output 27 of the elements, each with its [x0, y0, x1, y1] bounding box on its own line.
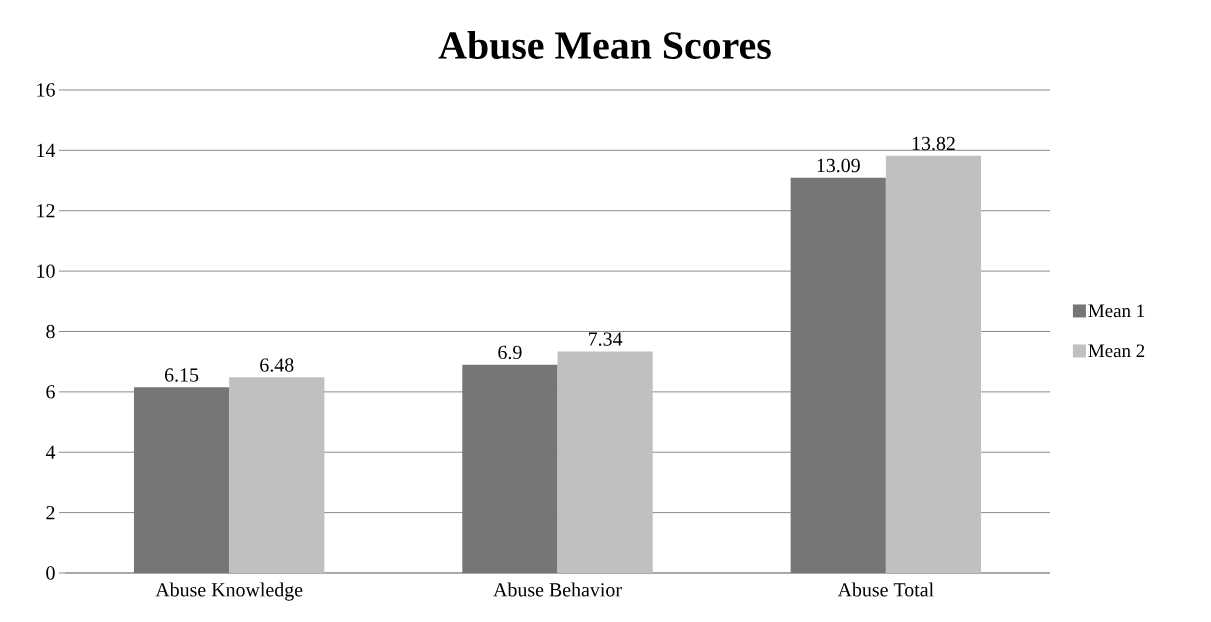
- data-label: 13.09: [817, 158, 860, 173]
- y-tick-label: 16: [37, 83, 55, 97]
- y-tick-label: 6: [46, 385, 55, 399]
- y-tick-label: 12: [37, 204, 55, 218]
- data-label: 6.9: [498, 345, 522, 360]
- y-tick-label: 14: [37, 143, 56, 157]
- y-tick-label: 0: [46, 566, 55, 580]
- bar: [885, 155, 982, 573]
- data-label: 6.48: [260, 358, 294, 372]
- bar: [133, 387, 230, 573]
- legend-label: Mean 1: [1088, 304, 1145, 318]
- data-label: 7.34: [589, 332, 623, 346]
- x-tick-label: Abuse Behavior: [493, 582, 622, 597]
- data-label: 6.15: [164, 368, 199, 382]
- chart-title: Abuse Mean Scores: [438, 30, 771, 60]
- y-tick-label: 10: [37, 264, 55, 278]
- bar: [462, 364, 558, 573]
- bar: [229, 377, 325, 573]
- y-tick-label: 2: [46, 506, 55, 520]
- y-tick-label: 8: [46, 324, 55, 339]
- y-tick-label: 4: [45, 445, 56, 459]
- bar: [790, 177, 886, 573]
- data-label: 13.82: [912, 136, 955, 151]
- bar: [557, 351, 653, 573]
- x-tick-label: Abuse Total: [837, 582, 934, 597]
- x-tick-label: Abuse Knowledge: [155, 582, 303, 601]
- legend-label: Mean 2: [1088, 344, 1145, 358]
